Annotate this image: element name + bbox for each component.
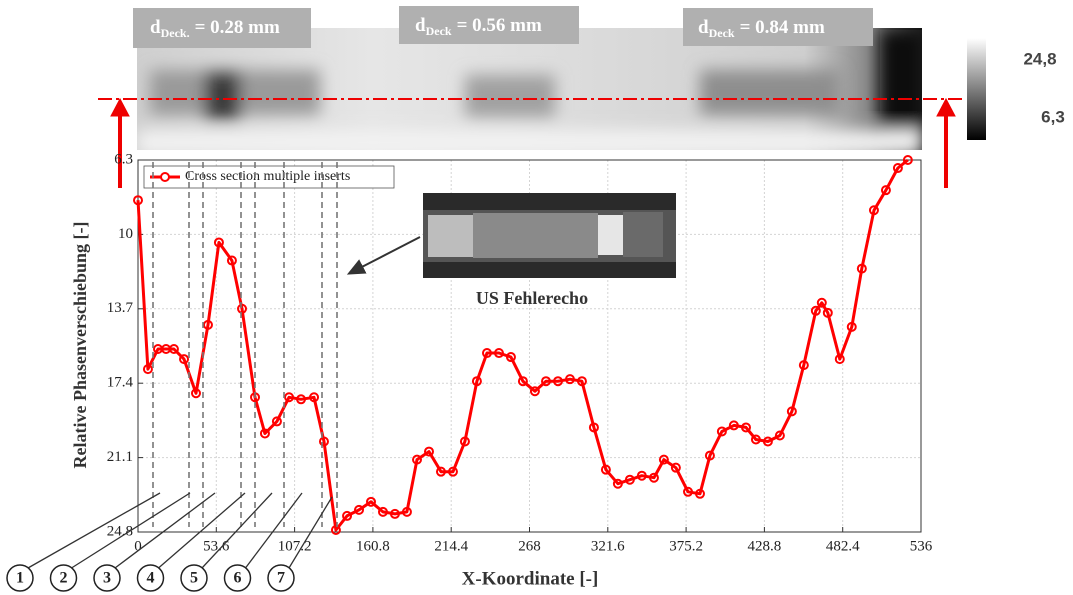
marker-label: 3 <box>103 570 111 587</box>
marker-label: 4 <box>147 570 155 587</box>
y-tick-label: 6.3 <box>114 151 133 167</box>
header-rest: = 0.56 mm <box>457 15 542 36</box>
legend-marker <box>161 173 169 181</box>
header-rest: = 0.84 mm <box>740 17 825 38</box>
inset-image <box>423 193 676 278</box>
section-markers <box>153 162 337 527</box>
marker-label: 6 <box>234 570 242 587</box>
colorbar-label: 6,3 <box>1041 107 1065 126</box>
x-tick-label: 268 <box>518 538 541 554</box>
header-sub: Deck. <box>161 26 190 40</box>
colorbar-label: 24,8 <box>1023 49 1056 68</box>
marker-label: 2 <box>60 570 68 587</box>
marker-label: 5 <box>190 570 198 587</box>
legend-label: Cross section multiple inserts <box>185 169 350 184</box>
x-tick-label: 482.4 <box>826 538 860 554</box>
y-axis-label: Relative Phasenverschiebung [-] <box>70 222 90 469</box>
header-sub: Deck <box>709 26 735 40</box>
x-tick-label: 536 <box>910 538 933 554</box>
leader-line <box>246 493 303 568</box>
x-tick-label: 214.4 <box>434 538 468 554</box>
y-tick-label: 17.4 <box>107 375 134 391</box>
x-axis-label: X-Koordinate [-] <box>462 568 599 589</box>
marker-label: 1 <box>16 570 24 587</box>
y-tick-label: 13.7 <box>107 300 134 316</box>
header-rest: = 0.28 mm <box>195 17 280 38</box>
x-tick-label: 107.2 <box>278 538 312 554</box>
x-tick-label: 428.8 <box>748 538 782 554</box>
y-tick-label: 10 <box>118 226 133 242</box>
x-tick-label: 375.2 <box>669 538 703 554</box>
colorbar <box>967 38 986 140</box>
figure: dDeck.= 0.28 mmdDeck= 0.56 mmdDeck= 0.84… <box>0 0 1073 595</box>
x-tick-label: 321.6 <box>591 538 625 554</box>
header-sub: Deck <box>426 24 452 38</box>
inset-arrow <box>354 237 420 271</box>
header-main: d <box>415 15 426 36</box>
x-tick-label: 160.8 <box>356 538 390 554</box>
marker-label: 7 <box>277 570 285 587</box>
leader-line <box>202 493 272 568</box>
header-main: d <box>150 17 161 38</box>
inset-label: US Fehlerecho <box>476 288 588 308</box>
header-main: d <box>698 17 709 38</box>
leader-line <box>28 493 160 568</box>
y-tick-label: 21.1 <box>107 449 133 465</box>
